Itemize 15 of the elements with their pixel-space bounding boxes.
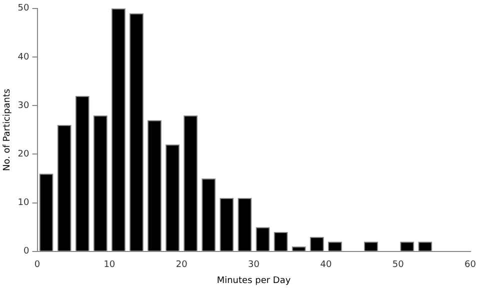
y-tick-label: 10 xyxy=(18,198,30,208)
y-tick-label: 20 xyxy=(18,150,30,160)
y-tick-label: 0 xyxy=(24,246,30,257)
x-tick-label: 30 xyxy=(248,260,260,270)
x-tick-label: 40 xyxy=(320,260,332,270)
y-tick-label: 40 xyxy=(18,52,30,62)
x-tick-label: 50 xyxy=(392,260,404,270)
x-tick-label: 60 xyxy=(464,260,476,270)
x-tick-label: 0 xyxy=(34,260,40,270)
x-axis-title: Minutes per Day xyxy=(216,276,292,286)
y-tick-label: 30 xyxy=(18,100,30,111)
x-tick-label: 10 xyxy=(104,260,116,270)
y-tick-label: 50 xyxy=(18,4,30,14)
y-axis-title: No. of Participants xyxy=(2,88,13,172)
x-tick-label: 20 xyxy=(176,260,188,270)
